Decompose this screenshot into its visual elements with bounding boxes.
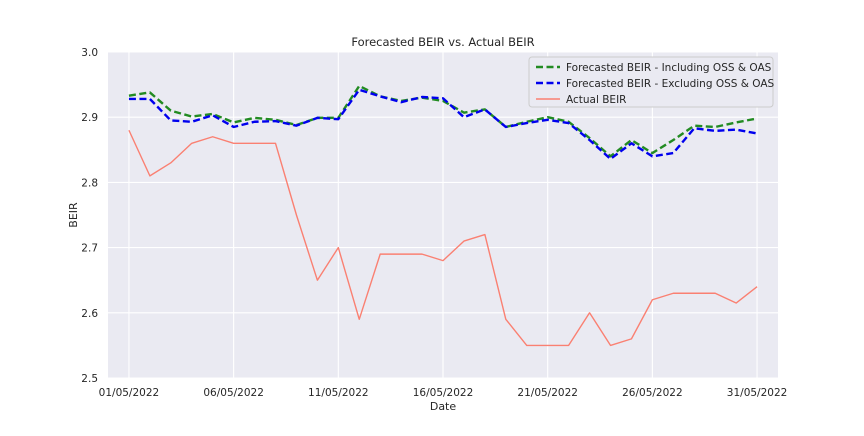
legend-label: Forecasted BEIR - Excluding OSS & OAS	[566, 78, 775, 90]
y-axis-label: BEIR	[67, 202, 80, 228]
y-tick-label: 2.8	[81, 177, 98, 189]
legend: Forecasted BEIR - Including OSS & OAS For…	[528, 56, 775, 108]
y-tick-label: 2.7	[81, 243, 98, 255]
legend-label: Forecasted BEIR - Including OSS & OAS	[566, 62, 772, 74]
x-tick-label: 21/05/2022	[517, 387, 578, 399]
x-tick-label: 31/05/2022	[727, 387, 788, 399]
chart-title: Forecasted BEIR vs. Actual BEIR	[351, 35, 534, 49]
legend-box	[528, 56, 774, 108]
y-tick-label: 2.5	[81, 373, 98, 385]
x-tick-label: 16/05/2022	[413, 387, 474, 399]
y-tick-label: 2.6	[81, 308, 98, 320]
x-tick-label: 11/05/2022	[308, 387, 369, 399]
series-group	[128, 84, 758, 347]
series-line-actual	[128, 129, 758, 347]
grid	[108, 51, 778, 379]
series-line-forecast-excluding	[128, 88, 758, 161]
y-tick-label: 2.9	[81, 112, 98, 124]
x-tick-label: 06/05/2022	[203, 387, 264, 399]
y-tick-label: 3.0	[81, 47, 98, 59]
tick-labels: 2.5 2.6 2.7 2.8 2.9 3.0 01/05/2022 06/05/2022 11…	[81, 47, 787, 399]
legend-label: Actual BEIR	[566, 94, 626, 106]
x-axis-label: Date	[430, 400, 457, 413]
x-tick-label: 26/05/2022	[622, 387, 683, 399]
x-tick-label: 01/05/2022	[99, 387, 160, 399]
series-line-forecast-including	[128, 84, 758, 158]
